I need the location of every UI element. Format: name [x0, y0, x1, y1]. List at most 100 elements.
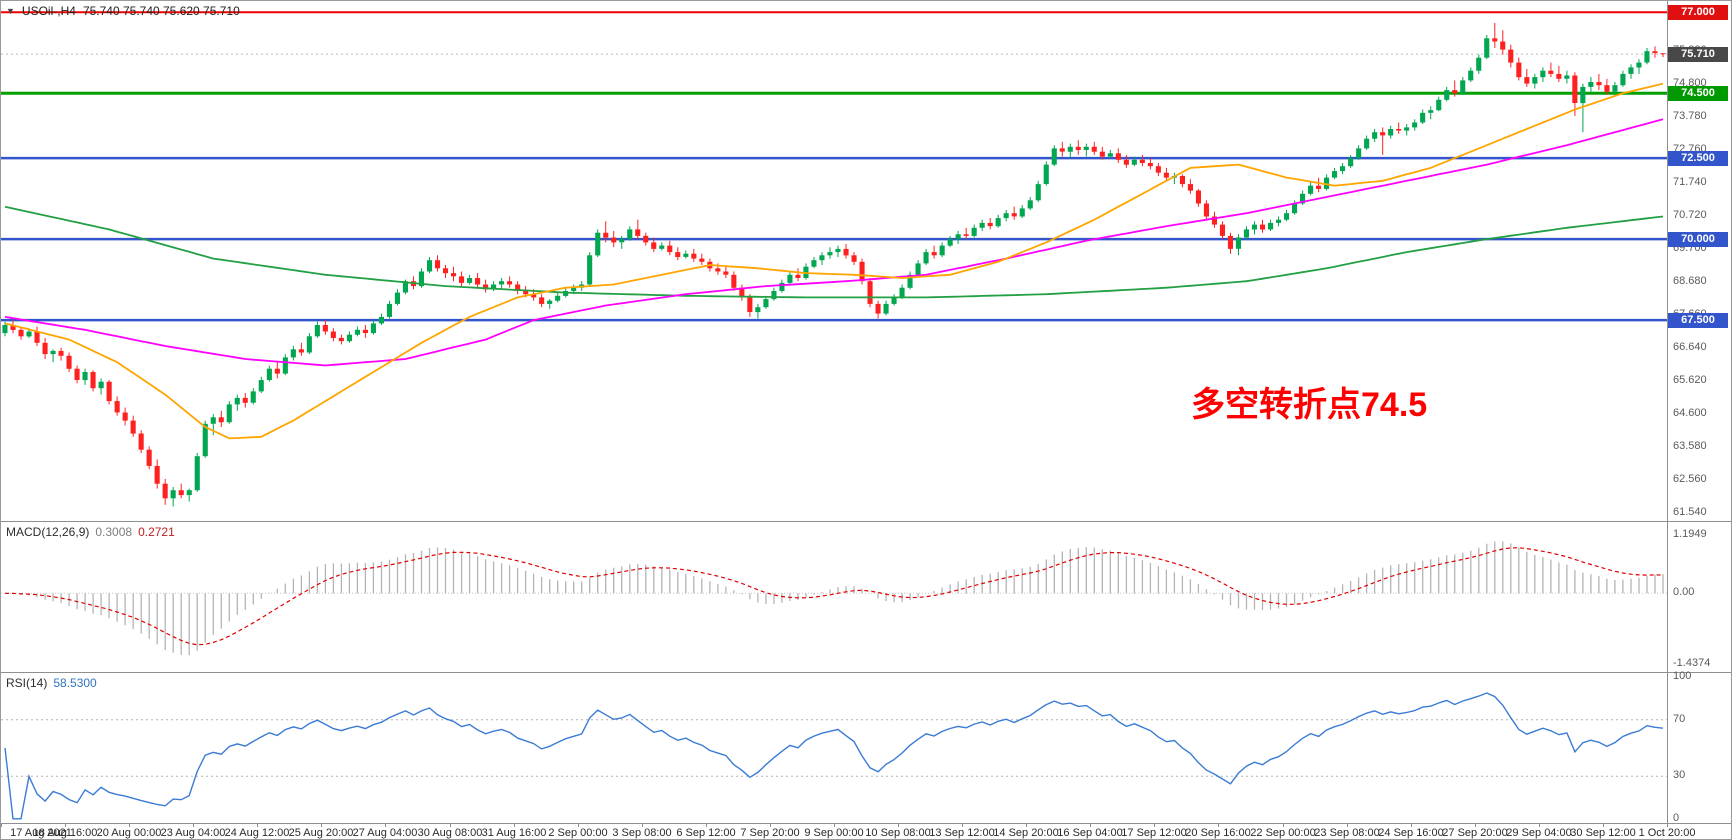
time-label: 14 Sep 20:00 — [993, 827, 1059, 839]
rsi-name: RSI(14) — [6, 676, 48, 690]
rsi-indicator-panel[interactable] — [1, 673, 1667, 823]
time-label: 31 Aug 16:00 — [481, 827, 547, 839]
macd-tick-label: 1.1949 — [1673, 528, 1707, 540]
price-tick-label: 66.640 — [1673, 341, 1707, 353]
time-tick — [1667, 824, 1668, 827]
candlestick-chart[interactable] — [1, 1, 1667, 521]
time-tick — [1154, 824, 1155, 827]
time-tick — [578, 824, 579, 827]
ohlc-values: 75.740 75.740 75.620 75.710 — [82, 4, 240, 18]
price-tick-label: 70.720 — [1673, 209, 1707, 221]
rsi-label: RSI(14) 58.5300 — [6, 676, 97, 690]
time-label: 20 Sep 16:00 — [1185, 827, 1251, 839]
time-tick — [65, 824, 66, 827]
symbol-period-label: USOil-,H4 — [21, 4, 76, 18]
time-label: 10 Sep 08:00 — [865, 827, 931, 839]
price-tick-label: 63.580 — [1673, 440, 1707, 452]
time-label: 27 Sep 20:00 — [1442, 827, 1508, 839]
time-tick — [257, 824, 258, 827]
rsi-tick-label: 100 — [1673, 670, 1692, 682]
time-label: 30 Aug 08:00 — [417, 827, 483, 839]
panel-separator — [1, 823, 1731, 824]
time-tick — [1475, 824, 1476, 827]
time-label: 30 Sep 12:00 — [1570, 827, 1636, 839]
time-tick — [1283, 824, 1284, 827]
price-tick-label: 61.540 — [1673, 506, 1707, 518]
time-tick — [1539, 824, 1540, 827]
price-badge: 67.500 — [1668, 313, 1728, 328]
macd-name: MACD(12,26,9) — [6, 525, 90, 539]
time-tick — [1, 824, 2, 827]
panel-separator — [1, 521, 1731, 522]
macd-indicator-panel[interactable] — [1, 522, 1667, 672]
time-label: 18 Aug 16:00 — [32, 827, 98, 839]
macd-axis[interactable]: 1.1949 0.00 -1.4374 — [1668, 522, 1731, 672]
time-label: 6 Sep 12:00 — [676, 827, 736, 839]
time-label: 24 Sep 16:00 — [1378, 827, 1444, 839]
time-axis[interactable]: 17 Aug 2021 18 Aug 16:00 20 Aug 00:00 23 Au… — [1, 824, 1731, 839]
time-label: 25 Aug 20:00 — [288, 827, 354, 839]
time-tick — [514, 824, 515, 827]
collapse-arrow-icon[interactable]: ▼ — [6, 6, 15, 16]
time-tick — [321, 824, 322, 827]
time-tick — [385, 824, 386, 827]
time-tick — [770, 824, 771, 827]
time-label: 1 Oct 20:00 — [1638, 827, 1696, 839]
time-tick — [450, 824, 451, 827]
price-tick-label: 64.600 — [1673, 407, 1707, 419]
time-label: 17 Aug 2021 — [10, 827, 72, 839]
price-badge: 72.500 — [1668, 151, 1728, 166]
rsi-value: 58.5300 — [53, 676, 97, 690]
time-tick — [1026, 824, 1027, 827]
time-label: 13 Sep 12:00 — [929, 827, 995, 839]
time-tick — [898, 824, 899, 827]
panel-separator — [1, 672, 1731, 673]
annotation-text: 多空转折点74.5 — [1191, 386, 1428, 424]
time-label: 16 Sep 04:00 — [1057, 827, 1123, 839]
price-tick-label: 65.620 — [1673, 374, 1707, 386]
macd-signal-value: 0.2721 — [138, 525, 175, 539]
time-label: 3 Sep 08:00 — [612, 827, 672, 839]
time-label: 27 Aug 04:00 — [352, 827, 418, 839]
time-tick — [962, 824, 963, 827]
price-badge: 75.710 — [1668, 47, 1728, 62]
rsi-tick-label: 30 — [1673, 769, 1686, 781]
time-label: 24 Aug 12:00 — [224, 827, 290, 839]
time-tick — [642, 824, 643, 827]
rsi-axis[interactable]: 100 70 30 0 — [1668, 670, 1731, 824]
time-label: 17 Sep 12:00 — [1121, 827, 1187, 839]
price-tick-label: 68.680 — [1673, 275, 1707, 287]
macd-tick-label: 0.00 — [1673, 586, 1695, 598]
time-label: 22 Sep 00:00 — [1250, 827, 1316, 839]
price-axis[interactable]: 76.84075.82074.80073.78072.76071.74070.7… — [1668, 1, 1731, 521]
price-tick-label: 71.740 — [1673, 176, 1707, 188]
macd-tick-label: -1.4374 — [1673, 657, 1711, 669]
time-tick — [1603, 824, 1604, 827]
time-tick — [129, 824, 130, 827]
time-tick — [1218, 824, 1219, 827]
macd-main-value: 0.3008 — [95, 525, 133, 539]
time-label: 23 Sep 08:00 — [1314, 827, 1380, 839]
price-tick-label: 62.560 — [1673, 473, 1707, 485]
price-badge: 77.000 — [1668, 5, 1728, 20]
rsi-tick-label: 70 — [1673, 713, 1686, 725]
price-badge: 74.500 — [1668, 86, 1728, 101]
time-tick — [1090, 824, 1091, 827]
price-badge: 70.000 — [1668, 232, 1728, 247]
time-label: 2 Sep 00:00 — [548, 827, 608, 839]
time-label: 23 Aug 04:00 — [160, 827, 226, 839]
time-tick — [1411, 824, 1412, 827]
time-label: 7 Sep 20:00 — [740, 827, 800, 839]
macd-label: MACD(12,26,9) 0.3008 0.2721 — [6, 525, 175, 539]
price-tick-label: 73.780 — [1673, 110, 1707, 122]
time-label: 20 Aug 00:00 — [96, 827, 162, 839]
time-tick — [1347, 824, 1348, 827]
time-tick — [706, 824, 707, 827]
time-label: 9 Sep 00:00 — [804, 827, 864, 839]
symbol-title: ▼ USOil-,H4 75.740 75.740 75.620 75.710 — [6, 4, 240, 18]
time-tick — [834, 824, 835, 827]
time-tick — [193, 824, 194, 827]
axis-separator — [1667, 1, 1668, 824]
time-label: 29 Sep 04:00 — [1506, 827, 1572, 839]
